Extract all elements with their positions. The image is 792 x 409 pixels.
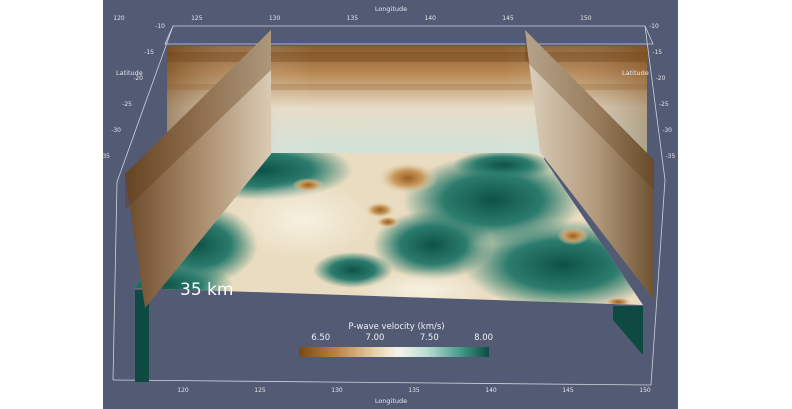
colorbar-title: P-wave velocity (km/s)	[348, 322, 445, 332]
longitude-ticks-bottom: 120 125 130 135 140 145 150	[177, 387, 651, 394]
tick-label: 135	[408, 387, 420, 394]
depth-label: 35 km	[180, 280, 234, 300]
tick-label: -25	[659, 101, 669, 108]
tick-label: -20	[133, 75, 143, 82]
depth-slice	[133, 153, 643, 305]
3d-viewport[interactable]: Longitude Longitude Latitude Latitude 12…	[103, 0, 678, 409]
tick-label: -15	[652, 49, 662, 56]
latitude-ticks-left: -10 -15 -20 -25 -30 -35	[103, 23, 165, 160]
tick-label: -35	[103, 153, 110, 160]
tick-label: 125	[254, 387, 266, 394]
tick-label: 150	[639, 387, 651, 394]
tick-label: 125	[191, 15, 203, 22]
longitude-axis-title: Longitude	[375, 5, 407, 13]
tick-label: 120	[113, 15, 125, 22]
tick-label: 150	[580, 15, 592, 22]
latitude-axis-title-right: Latitude	[622, 69, 649, 77]
colorbar-tick: 7.50	[419, 333, 439, 343]
latitude-axis-title-left: Latitude	[116, 69, 143, 77]
tick-label: -30	[111, 127, 121, 134]
bounding-box	[112, 25, 666, 386]
lower-walls	[135, 290, 643, 382]
colorbar-ticks: 6.50 7.00 7.50 8.00	[299, 333, 494, 344]
tick-label: -25	[122, 101, 132, 108]
tick-label: -10	[155, 23, 165, 30]
longitude-ticks-top: 120 125 130 135 140 145 150	[113, 15, 591, 22]
latitude-ticks-right: -10 -15 -20 -25 -30 -35	[649, 23, 675, 160]
tick-label: 135	[347, 15, 359, 22]
colorbar-gradient	[299, 347, 489, 357]
tick-label: 120	[177, 387, 189, 394]
tick-label: 140	[424, 15, 436, 22]
tick-label: 145	[562, 387, 574, 394]
tick-label: 140	[485, 387, 497, 394]
tick-label: 145	[502, 15, 514, 22]
colorbar-tick: 7.00	[365, 333, 385, 343]
right-slice	[525, 30, 654, 300]
tick-label: -35	[666, 153, 676, 160]
tomography-scene: Longitude Longitude Latitude Latitude 12…	[103, 5, 675, 405]
tick-label: -30	[662, 127, 672, 134]
colorbar-tick: 6.50	[311, 333, 331, 343]
tick-label: 130	[331, 387, 343, 394]
tick-label: -15	[144, 49, 154, 56]
colorbar-legend: P-wave velocity (km/s) 6.50 7.00 7.50 8.00	[299, 322, 494, 362]
left-slice	[125, 30, 271, 308]
longitude-axis-title-bottom: Longitude	[375, 397, 407, 405]
tick-label: -20	[656, 75, 666, 82]
tick-label: -10	[649, 23, 659, 30]
colorbar-tick: 8.00	[474, 333, 494, 343]
tick-label: 130	[269, 15, 281, 22]
